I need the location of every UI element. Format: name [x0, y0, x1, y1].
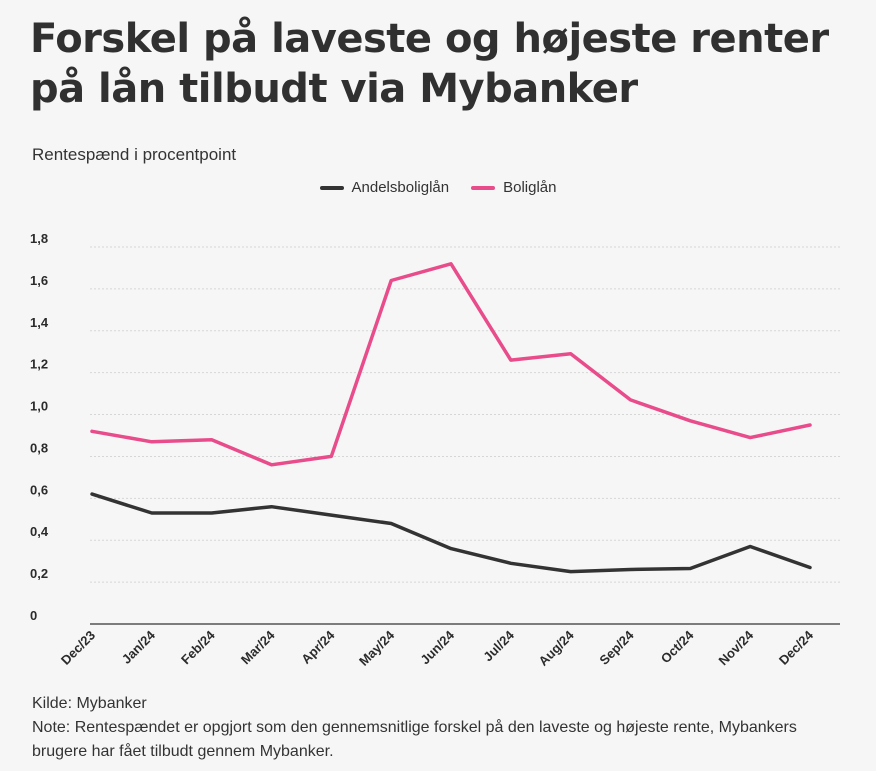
x-tick-label: Jan/24: [119, 627, 159, 667]
x-tick-label: Sep/24: [596, 627, 637, 668]
chart-title: Forskel på laveste og højeste renter på …: [30, 16, 829, 112]
x-tick-label: Feb/24: [178, 627, 218, 667]
y-tick-label: 0,6: [30, 482, 48, 497]
footer: Kilde: Mybanker Note: Rentespændet er op…: [32, 692, 852, 764]
y-tick-label: 0: [30, 608, 37, 623]
y-tick-label: 1,2: [30, 357, 48, 372]
y-tick-label: 1,6: [30, 273, 48, 288]
x-tick-label: Apr/24: [298, 627, 338, 667]
x-tick-label: Mar/24: [238, 627, 278, 667]
x-tick-label: Jun/24: [417, 627, 457, 667]
source-text: Kilde: Mybanker: [32, 695, 147, 712]
x-tick-label: Oct/24: [658, 627, 697, 666]
legend-swatch-boliglan: [471, 185, 496, 190]
x-tick-label: Nov/24: [716, 627, 757, 668]
x-tick-label: May/24: [356, 627, 398, 669]
legend-item-boliglan: Boliglån: [471, 179, 556, 196]
x-tick-label: Aug/24: [536, 627, 578, 669]
legend-swatch-andelsboliglan: [319, 185, 344, 190]
y-tick-label: 0,8: [30, 440, 48, 455]
y-tick-label: 0,2: [30, 566, 48, 581]
line-chart: 0 0,2 0,4 0,6 0,8 1,0 1,2 1,4 1,6 1,8 Dec/23 Jan/24…: [30, 231, 840, 669]
x-tick-label: Jul/24: [480, 627, 517, 664]
chart-subtitle: Rentespænd i procentpoint: [32, 145, 237, 164]
y-tick-label: 0,4: [30, 524, 49, 539]
note-text: Note: Rentespændet er opgjort som den ge…: [32, 719, 797, 760]
y-tick-label: 1,8: [30, 231, 48, 246]
legend-label-andelsboliglan: Andelsboliglån: [351, 179, 450, 196]
series-line-boliglan: [90, 262, 812, 467]
legend: Andelsboliglån Boliglån: [0, 179, 876, 196]
legend-item-andelsboliglan: Andelsboliglån: [319, 179, 450, 196]
series-line-andelsboliglan: [90, 492, 812, 574]
legend-label-boliglan: Boliglån: [503, 179, 557, 196]
y-tick-label: 1,4: [30, 315, 49, 330]
y-tick-label: 1,0: [30, 399, 48, 414]
x-tick-label: Dec/23: [58, 628, 98, 668]
x-tick-label: Dec/24: [776, 627, 817, 668]
